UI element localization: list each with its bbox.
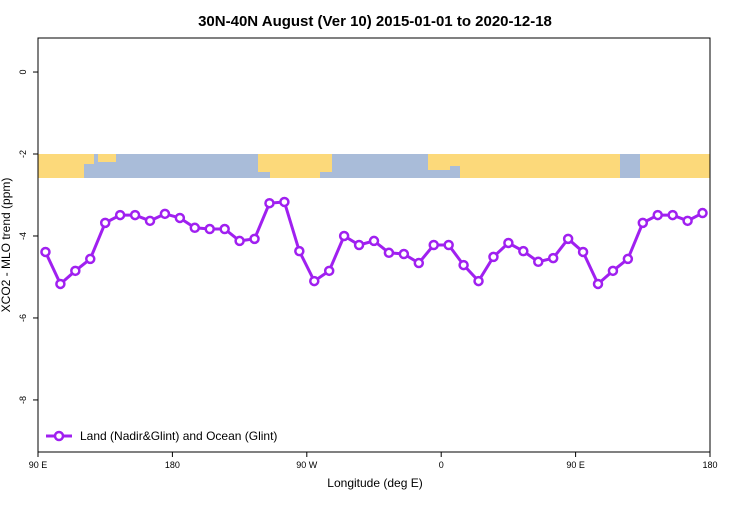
data-point (682, 215, 693, 227)
data-point (234, 235, 245, 247)
data-point (383, 247, 395, 259)
data-point (129, 209, 141, 221)
data-point (338, 230, 350, 242)
data-point (533, 256, 544, 268)
data-point (622, 253, 634, 265)
data-point (264, 197, 275, 209)
legend-label: Land (Nadir&Glint) and Ocean (Glint) (80, 429, 277, 443)
data-point (309, 275, 320, 287)
y-axis-label: XCO2 - MLO trend (ppm) (0, 178, 13, 313)
data-point (413, 257, 425, 269)
x-tick-label: 0 (439, 460, 444, 470)
data-point (458, 259, 469, 271)
legend-marker (53, 430, 65, 442)
y-tick-label: -4 (18, 232, 28, 240)
data-point (667, 209, 678, 221)
data-point (159, 208, 171, 220)
data-point (174, 212, 186, 224)
y-tick-label: -6 (18, 314, 28, 322)
map-band (38, 154, 710, 178)
data-point (697, 207, 708, 219)
data-point (652, 209, 663, 221)
data-point (144, 215, 156, 227)
x-axis-label: Longitude (deg E) (327, 476, 422, 490)
x-tick-label: 90 W (296, 460, 318, 470)
data-point (70, 265, 81, 277)
data-point (368, 235, 380, 247)
data-point (249, 233, 260, 245)
data-point (279, 196, 290, 208)
x-tick-label: 90 E (566, 460, 585, 470)
data-point (488, 251, 499, 263)
data-point (189, 222, 201, 234)
y-tick-label: 0 (18, 70, 28, 75)
data-point (592, 278, 604, 290)
data-point (114, 209, 126, 221)
x-tick-label: 180 (165, 460, 180, 470)
data-point (607, 265, 619, 277)
data-point (518, 245, 529, 257)
data-point (473, 275, 484, 287)
data-point (40, 246, 51, 258)
data-point (55, 278, 66, 290)
x-tick-label: 180 (702, 460, 717, 470)
y-tick-label: -8 (18, 396, 28, 404)
y-tick-label: -2 (18, 150, 28, 158)
data-point (99, 217, 111, 229)
data-point (503, 237, 514, 249)
data-point (294, 245, 305, 257)
data-point (204, 223, 215, 235)
data-point (428, 239, 439, 251)
data-point (85, 253, 96, 265)
data-point (547, 252, 559, 264)
data-point (637, 217, 649, 229)
data-point (443, 239, 454, 251)
chart-title: 30N-40N August (Ver 10) 2015-01-01 to 20… (198, 13, 552, 30)
data-point (323, 265, 335, 277)
data-point (577, 246, 589, 258)
plot-frame (37, 37, 711, 453)
data-point (219, 223, 230, 235)
data-point (562, 233, 574, 245)
x-tick-label: 90 E (29, 460, 48, 470)
data-point (353, 239, 365, 251)
data-point (398, 248, 410, 260)
